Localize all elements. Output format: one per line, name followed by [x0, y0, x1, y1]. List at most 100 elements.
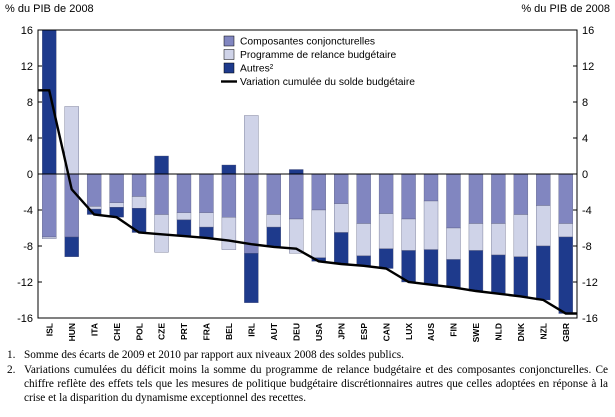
x-tick-label: IRL: [247, 323, 257, 337]
x-tick-label: BEL: [224, 323, 234, 340]
legend-label: Autres²: [240, 64, 274, 75]
x-tick-label: FRA: [202, 323, 212, 340]
bar-segment: [536, 245, 551, 301]
legend-swatch: [223, 62, 235, 74]
bar-segment: [334, 232, 349, 265]
x-tick-label: POL: [134, 323, 144, 340]
legend-swatch: [223, 49, 235, 60]
bar-segment: [311, 209, 326, 258]
y-tick-label-left: -8: [23, 241, 33, 253]
bar-segment: [199, 226, 214, 239]
bar-segment: [289, 169, 304, 175]
y-tick-label-right: 16: [582, 25, 594, 37]
bar-segment: [513, 256, 529, 297]
bar-segment: [468, 250, 484, 292]
bar-segment: [199, 212, 214, 228]
legend-background: [217, 31, 447, 93]
bar-segment: [199, 173, 214, 213]
bar-segment: [423, 200, 439, 250]
bar-segment: [244, 173, 259, 254]
bar-segment: [266, 214, 281, 228]
bar-segment: [491, 173, 506, 224]
bar-segment: [334, 203, 349, 233]
x-tick-label: DNK: [516, 322, 526, 341]
footnote-1-text: Somme des écarts de 2009 et 2010 par rap…: [24, 349, 404, 361]
y-axis-caption-left: % du PIB de 2008: [5, 3, 94, 15]
x-tick-label: HUN: [67, 323, 77, 341]
y-tick-label-left: 4: [27, 133, 33, 145]
bar-segment: [423, 173, 439, 202]
bar-segment: [244, 253, 259, 303]
bar-segment: [446, 173, 461, 229]
footnote-2-text: Variations cumulées du déficit moins la …: [24, 364, 608, 405]
bar-segment: [266, 226, 281, 248]
y-axis-caption-right: % du PIB de 2008: [521, 3, 610, 15]
x-tick-label: AUS: [426, 323, 436, 341]
bar-segment: [423, 249, 439, 285]
bar-segment: [176, 219, 192, 237]
footnotes: 1. Somme des écarts de 2009 et 2010 par …: [7, 348, 608, 406]
x-tick-label: CZE: [157, 323, 167, 340]
footnote-1-number: 1.: [7, 349, 16, 361]
bar-segment: [176, 212, 192, 221]
x-tick-label: JPN: [336, 323, 346, 340]
x-tick-label: PRT: [179, 322, 189, 340]
bar-segment: [154, 173, 169, 215]
bar-segment: [356, 173, 371, 224]
bar-segment: [311, 173, 326, 211]
bar-segment: [536, 205, 551, 247]
footnote-2: 2. Variations cumulées du déficit moins …: [7, 363, 608, 405]
bar-segment: [401, 250, 416, 283]
y-tick-label-left: -4: [23, 205, 33, 217]
bar-segment: [378, 173, 394, 214]
bar-segment: [356, 223, 371, 257]
bar-segment: [42, 173, 57, 238]
y-tick-label-left: -12: [17, 277, 33, 289]
bar-segment: [401, 173, 416, 220]
bar-segment: [446, 227, 461, 260]
footnote-2-number: 2.: [7, 364, 16, 377]
bar-segment: [491, 254, 506, 294]
y-tick-label-right: -12: [582, 277, 598, 289]
y-tick-label-right: 12: [582, 61, 594, 73]
bar-segment: [558, 236, 573, 314]
x-tick-label: ESP: [359, 323, 369, 340]
y-tick-label-left: 16: [21, 25, 33, 37]
bar-segment: [42, 236, 57, 239]
bar-segment: [289, 218, 304, 254]
bar-segment: [558, 223, 573, 238]
bar-segment: [109, 202, 124, 208]
y-tick-label-left: 0: [27, 169, 33, 181]
y-tick-label-right: -16: [582, 313, 598, 325]
x-tick-label: AUT: [269, 322, 279, 340]
bar-segment: [176, 173, 192, 213]
x-tick-label: ISL: [44, 323, 54, 336]
bar-segment: [468, 223, 484, 251]
x-tick-label: DEU: [291, 323, 301, 341]
legend-label-line: Variation cumulée du solde budgétaire: [240, 77, 415, 88]
legend-label: Composantes conjoncturelles: [240, 37, 375, 48]
bar-segment: [131, 196, 147, 209]
x-tick-label: LUX: [404, 323, 414, 340]
bar-segment: [334, 173, 349, 204]
bar-segment: [131, 173, 147, 197]
x-tick-label: FIN: [449, 323, 459, 337]
bar-segment: [64, 173, 79, 238]
bar-segment: [513, 173, 529, 215]
bar-segment: [378, 213, 394, 249]
bar-segment: [558, 173, 573, 224]
legend-swatch: [223, 35, 235, 47]
x-tick-label: SWE: [471, 323, 481, 343]
y-tick-label-right: 0: [582, 169, 588, 181]
bar-segment: [289, 173, 304, 220]
y-tick-label-left: 12: [21, 61, 33, 73]
bar-segment: [468, 173, 484, 224]
bar-segment: [378, 248, 394, 269]
bar-segment: [221, 164, 237, 175]
bar-segment: [154, 155, 169, 175]
bar-segment: [401, 218, 416, 251]
x-tick-label: NLD: [494, 323, 504, 340]
y-tick-label-right: -4: [582, 205, 592, 217]
bar-segment: [491, 223, 506, 256]
